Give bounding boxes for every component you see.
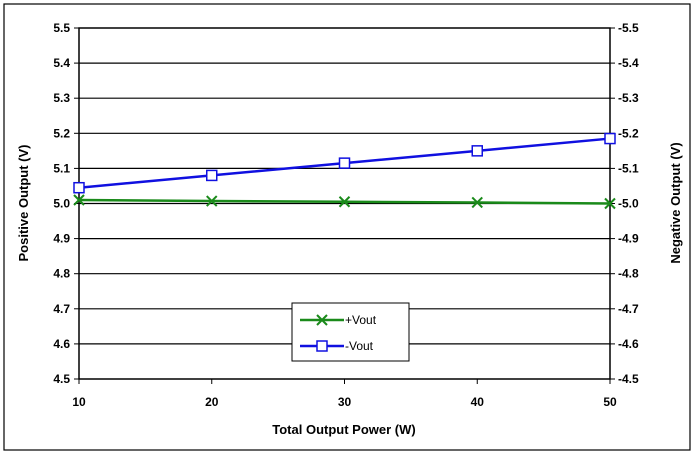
- right-tick-label: -4.9: [618, 232, 639, 246]
- left-tick-label: 4.6: [53, 337, 70, 351]
- left-tick-label: 5.0: [53, 197, 70, 211]
- marker-stroke: [604, 197, 616, 210]
- legend-box: [291, 302, 410, 362]
- data-point-plusminus-vout: [73, 194, 85, 206]
- data-point-minus-vout: [471, 145, 483, 157]
- data-point-plusminus-vout: [471, 196, 483, 209]
- left-tick-label: 5.4: [53, 56, 70, 70]
- right-tick-label: -4.8: [618, 267, 639, 281]
- x-tick-label: 20: [205, 395, 219, 409]
- left-tick-label: 4.8: [53, 267, 70, 281]
- legend-marker-plus-vout: [316, 314, 328, 326]
- legend-marker-minus-vout: [316, 340, 328, 352]
- left-tick-label: 5.1: [53, 161, 70, 175]
- data-point-plusminus-vout: [206, 195, 218, 207]
- x-axis-ticks: 10 20 30 40 50: [72, 379, 617, 409]
- left-axis-title: Positive Output (V): [16, 145, 31, 262]
- right-tick-label: -4.6: [618, 337, 639, 351]
- right-tick-label: -5.1: [618, 161, 639, 175]
- right-tick-label: -5.0: [618, 197, 639, 211]
- x-tick-label: 10: [72, 395, 86, 409]
- left-tick-label: 5.3: [53, 91, 70, 105]
- right-tick-label: -5.3: [618, 91, 639, 105]
- right-tick-label: -5.4: [618, 56, 639, 70]
- legend: +Vout -Vout: [291, 302, 410, 362]
- right-axis-ticks: -4.5 -4.6 -4.7 -4.8 -4.9 -5.0 -5.1 -5.2 -5.3 -5.4…: [610, 21, 639, 386]
- marker-stroke: [206, 195, 218, 207]
- legend-label-plus-vout: +Vout: [345, 313, 377, 327]
- x-tick-label: 30: [338, 395, 352, 409]
- left-tick-label: 4.9: [53, 232, 70, 246]
- right-tick-label: -5.2: [618, 126, 639, 140]
- right-tick-label: -4.7: [618, 302, 639, 316]
- x-tick-label: 40: [471, 395, 485, 409]
- x-tick-label: 50: [603, 395, 617, 409]
- data-point-plusminus-vout: [338, 196, 351, 208]
- right-axis-title: Negative Output (V): [668, 142, 683, 263]
- data-point-minus-vout: [604, 132, 616, 145]
- left-tick-label: 5.5: [53, 21, 70, 35]
- series-group: [73, 132, 616, 210]
- data-point-minus-vout: [73, 181, 85, 194]
- left-tick-label: 5.2: [53, 126, 70, 140]
- data-point-plusminus-vout: [604, 197, 616, 210]
- left-tick-label: 4.5: [53, 372, 70, 386]
- data-point-minus-vout: [206, 169, 218, 182]
- x-axis-title: Total Output Power (W): [272, 422, 415, 437]
- right-tick-label: -5.5: [618, 21, 639, 35]
- left-axis-ticks: 4.5 4.6 4.7 4.8 4.9 5.0 5.1 5.2 5.3 5.4 5.5: [53, 21, 79, 386]
- right-tick-label: -4.5: [618, 372, 639, 386]
- marker-stroke: [73, 194, 85, 206]
- legend-marker-shape: [316, 340, 328, 352]
- marker-stroke: [316, 314, 328, 326]
- data-point-minus-vout: [338, 157, 351, 169]
- marker-stroke: [338, 196, 351, 208]
- legend-label-minus-vout: -Vout: [345, 339, 374, 353]
- left-tick-label: 4.7: [53, 302, 70, 316]
- marker-stroke: [471, 196, 483, 209]
- legend-marker-shape: [316, 314, 328, 326]
